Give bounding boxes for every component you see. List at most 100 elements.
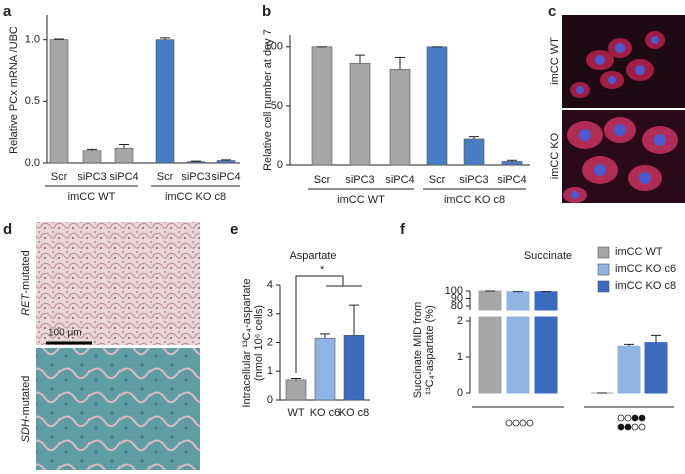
group-label: imCC WT <box>68 191 116 203</box>
image-label: imCC KO <box>549 132 561 179</box>
x-tick-label: Scr <box>314 174 331 186</box>
y-axis-label: Succinate MID from <box>412 302 424 399</box>
significance-label: * <box>320 264 325 276</box>
group-label: imCC WT <box>337 194 385 206</box>
error-bar <box>54 38 64 40</box>
error-bar <box>355 54 365 64</box>
axis-break <box>464 310 664 317</box>
panel-letter: d <box>3 221 12 238</box>
panel-letter: e <box>230 221 238 238</box>
bar <box>314 337 336 401</box>
x-tick-label: siPC4 <box>109 171 138 183</box>
y-tick-label: 2 <box>457 315 463 327</box>
y-tick-label: 4 <box>267 279 273 291</box>
x-tick-label: siPC4 <box>385 174 414 186</box>
y-axis-label: ¹³C₄-aspartate (%) <box>424 305 436 394</box>
legend-swatch <box>597 263 610 276</box>
x-tick-label: Scr <box>51 171 68 183</box>
group-label: imCC KO c8 <box>444 194 505 206</box>
bar <box>155 39 175 164</box>
bar <box>463 138 485 166</box>
bar <box>49 39 69 164</box>
y-axis-label: (nmol 10⁶ cells) <box>253 305 265 381</box>
error-bar <box>291 377 301 380</box>
error-bar <box>119 144 129 149</box>
microscopy-images <box>562 15 685 203</box>
legend-label: imCC KO c8 <box>615 280 676 292</box>
bar <box>617 345 641 394</box>
bar <box>186 161 206 164</box>
panel-letter: c <box>548 3 556 20</box>
image-label: imCC WT <box>549 37 561 85</box>
image-label: RET-mutated <box>20 250 32 315</box>
y-tick-label: 0.5 <box>25 95 40 107</box>
x-tick-label: Scr <box>157 171 174 183</box>
x-tick-label: Scr <box>429 174 446 186</box>
x-tick-label: siPC3 <box>181 171 210 183</box>
bar <box>114 147 134 164</box>
y-tick-label: 0.0 <box>25 157 40 169</box>
error-bar <box>507 159 517 162</box>
bar <box>216 160 236 164</box>
legend-label: imCC WT <box>615 246 663 258</box>
y-tick-label: 90 <box>451 292 463 304</box>
chart-title: Succinate <box>524 250 572 262</box>
y-tick-label: 0 <box>267 394 273 406</box>
y-axis-label: Relative PCx mRNA /UBC <box>8 26 20 154</box>
y-tick-label: 3 <box>267 308 273 320</box>
bar <box>644 342 668 394</box>
error-bar <box>320 333 330 339</box>
error-bar <box>624 343 634 347</box>
x-tick-label: siPC3 <box>77 171 106 183</box>
y-tick-label: 100 <box>265 41 283 53</box>
y-tick-label: 50 <box>271 100 283 112</box>
y-tick-label: 0 <box>457 387 463 399</box>
error-bar <box>87 148 97 151</box>
bar <box>349 63 371 166</box>
x-tick-label: siPC4 <box>211 171 240 183</box>
bar <box>426 46 448 166</box>
y-tick-label: 1 <box>457 351 463 363</box>
scale-bar-label: 100 μm <box>48 328 82 339</box>
image-label: SDH-mutated <box>20 376 32 443</box>
bar <box>501 161 523 166</box>
chart-title: Aspartate <box>289 250 336 262</box>
legend-label: imCC KO c6 <box>615 263 676 275</box>
bar <box>534 291 558 394</box>
y-tick-label: 1.0 <box>25 34 40 46</box>
histology-images <box>36 222 200 470</box>
error-bar <box>469 136 479 139</box>
y-axis-label: Intracellular ¹³C₄-aspartate <box>241 278 253 407</box>
bar <box>311 46 333 166</box>
label-suffix: -mutated <box>20 250 32 293</box>
bar <box>285 379 307 401</box>
gene-name: SDH <box>20 419 32 442</box>
y-tick-label: 1 <box>267 365 273 377</box>
error-bar <box>651 334 661 343</box>
y-tick-label: 100 <box>445 285 463 297</box>
x-tick-label: KO c8 <box>339 407 370 419</box>
y-tick-label: 80 <box>451 300 463 312</box>
x-tick-label: siPC3 <box>345 174 374 186</box>
panel-letter: b <box>262 3 271 20</box>
bar <box>82 150 102 164</box>
legend-swatch <box>597 246 610 259</box>
isotopologue-icons <box>505 414 646 431</box>
error-bar <box>395 56 405 70</box>
error-bar <box>349 304 359 336</box>
bar <box>343 335 365 401</box>
panel-letter: a <box>3 3 12 20</box>
x-tick-label: siPC3 <box>459 174 488 186</box>
group-label: imCC KO c8 <box>165 191 226 203</box>
legend-swatch <box>597 280 610 293</box>
x-tick-label: KO c6 <box>310 407 341 419</box>
gene-name: RET <box>20 292 32 315</box>
bar <box>389 68 411 166</box>
error-bar <box>221 159 231 161</box>
label-suffix: -mutated <box>20 376 32 419</box>
panel-letter: f <box>400 221 406 238</box>
y-tick-label: 0 <box>277 159 283 171</box>
bar <box>478 290 502 394</box>
y-axis-label: Relative cell number at day 7 <box>262 29 274 171</box>
